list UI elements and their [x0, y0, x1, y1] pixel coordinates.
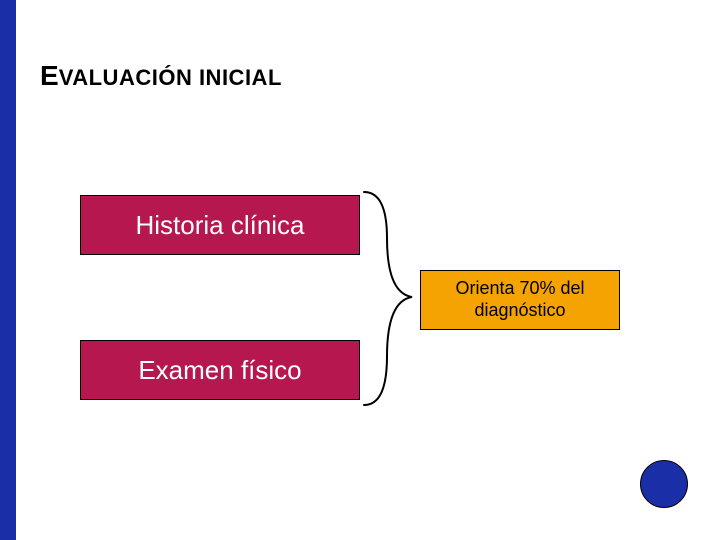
- title-rest: VALUACIÓN INICIAL: [59, 65, 282, 90]
- box-historia-label: Historia clínica: [135, 210, 304, 241]
- box-historia-clinica: Historia clínica: [80, 195, 360, 255]
- box-examen-fisico: Examen físico: [80, 340, 360, 400]
- decorative-circle-icon: [640, 460, 688, 508]
- brace-connector: [362, 190, 422, 415]
- box-orienta-diagnostico: Orienta 70% del diagnóstico: [420, 270, 620, 330]
- box-examen-label: Examen físico: [138, 355, 301, 386]
- title-cap: E: [40, 60, 59, 91]
- left-accent-bar: [0, 0, 16, 540]
- box-orienta-label: Orienta 70% del diagnóstico: [425, 278, 615, 321]
- page-title: EVALUACIÓN INICIAL: [40, 60, 282, 92]
